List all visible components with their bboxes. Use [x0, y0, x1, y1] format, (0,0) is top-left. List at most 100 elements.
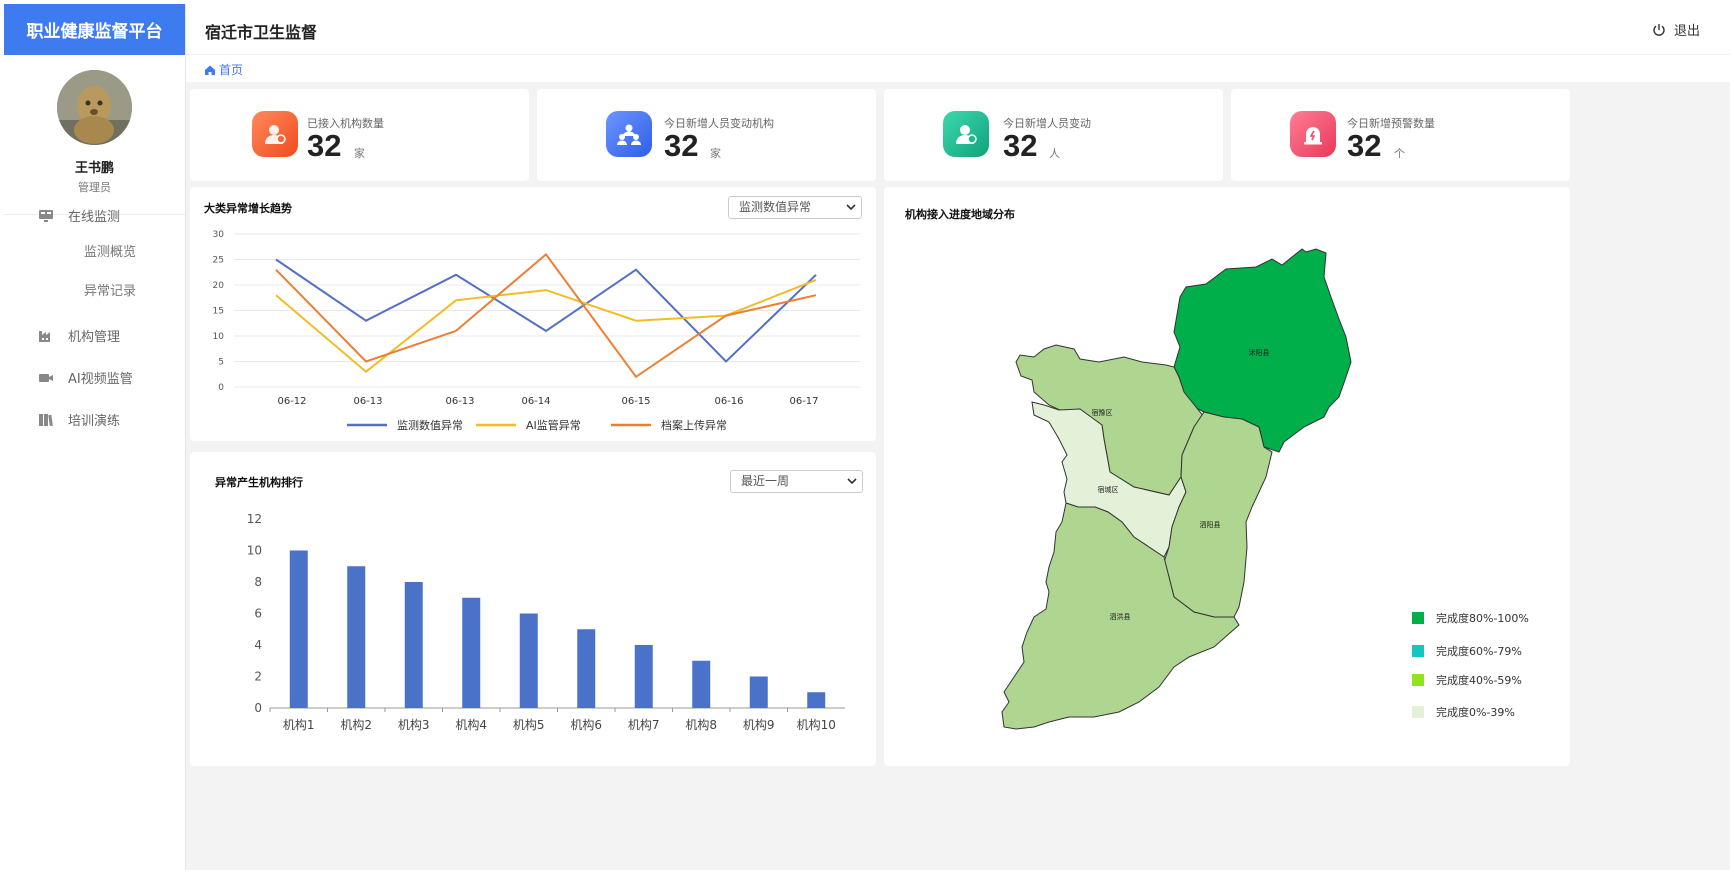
stat-label: 今日新增预警数量 — [1347, 117, 1435, 130]
bar — [807, 692, 826, 708]
legend-label: 档案上传异常 — [661, 418, 727, 432]
stat-value: 32 — [664, 128, 699, 163]
y-tick-label: 12 — [247, 512, 262, 526]
legend-label: 完成度80%-100% — [1436, 612, 1529, 625]
monitor-icon — [39, 209, 53, 222]
brand-title: 职业健康监督平台 — [4, 4, 185, 55]
home-icon — [205, 65, 215, 75]
logout-button[interactable]: 退出 — [1652, 20, 1700, 39]
map-label: 宿豫区 — [1092, 408, 1113, 417]
y-tick-label: 2 — [254, 670, 262, 684]
menu-label: 培训演练 — [68, 414, 121, 429]
y-tick-label: 8 — [254, 575, 262, 589]
menu-item-online-monitor[interactable]: 在线监测 — [4, 204, 120, 227]
map-region-siyang[interactable] — [1163, 411, 1273, 618]
x-tick-label: 06-17 — [789, 396, 818, 407]
stat-unit: 个 — [1394, 147, 1405, 160]
bar — [519, 613, 538, 708]
menu-item-ai-video[interactable]: AI视频监管 — [4, 366, 133, 389]
map-legend-80-100[interactable]: 完成度80%-100% — [1412, 610, 1529, 626]
y-tick-label: 25 — [213, 256, 224, 266]
x-tick-label: 06-15 — [621, 396, 650, 407]
stat-label: 今日新增人员变动 — [1003, 117, 1091, 130]
trend-panel: 大类异常增长趋势 监测数值异常 0 5 10 15 20 25 30 06-12 06-13 06… — [190, 187, 876, 441]
map-region-sihong[interactable] — [1001, 502, 1240, 730]
avatar[interactable] — [57, 70, 132, 145]
bar — [404, 582, 423, 708]
x-tick-label: 机构2 — [340, 717, 372, 732]
y-tick-label: 10 — [247, 544, 262, 558]
map-legend-60-79[interactable]: 完成度60%-79% — [1412, 643, 1522, 659]
menu-label: 在线监测 — [68, 210, 121, 225]
legend-label: AI监管异常 — [526, 418, 581, 432]
trend-filter-select[interactable]: 监测数值异常 — [728, 196, 862, 219]
x-tick-label: 机构4 — [455, 717, 487, 732]
stat-card-warnings: 今日新增预警数量 32 个 — [1231, 89, 1570, 181]
breadcrumb-home[interactable]: 首页 — [204, 61, 243, 78]
x-tick-label: 机构9 — [743, 717, 775, 732]
bar — [634, 645, 653, 708]
y-tick-label: 0 — [254, 701, 262, 715]
stat-unit: 家 — [710, 147, 721, 160]
ranking-filter-select[interactable]: 最近一周 — [730, 470, 863, 493]
x-tick-label: 机构10 — [797, 717, 836, 732]
y-tick-label: 15 — [213, 307, 224, 317]
x-tick-label: 06-13 — [445, 396, 474, 407]
menu-sub-abnormal-records[interactable]: 异常记录 — [84, 284, 137, 299]
y-tick-label: 4 — [254, 638, 262, 652]
x-tick-label: 机构6 — [570, 717, 602, 732]
y-tick-label: 20 — [213, 281, 225, 291]
map-legend-40-59[interactable]: 完成度40%-59% — [1412, 672, 1522, 688]
org-user-icon — [252, 111, 298, 157]
user-profile: 王书鹏 管理员 — [4, 55, 185, 215]
y-tick-label: 10 — [213, 332, 225, 342]
map-label: 宿城区 — [1098, 485, 1119, 494]
alarm-icon — [1290, 111, 1336, 157]
ranking-title: 异常产生机构排行 — [215, 476, 303, 489]
stat-value: 32 — [1347, 128, 1382, 163]
menu-item-training[interactable]: 培训演练 — [4, 408, 120, 431]
legend-label: 完成度60%-79% — [1436, 645, 1522, 658]
x-tick-label: 机构7 — [628, 717, 660, 732]
legend-swatch — [1412, 706, 1424, 718]
stat-card-changed-orgs: 今日新增人员变动机构 32 家 — [537, 89, 876, 181]
y-tick-label: 30 — [213, 230, 225, 240]
menu-item-org-management[interactable]: 机构管理 — [4, 324, 120, 347]
bar — [577, 629, 596, 708]
trend-filter-value: 监测数值异常 — [739, 200, 812, 214]
ranking-filter-value: 最近一周 — [741, 474, 790, 488]
x-tick-label: 机构1 — [283, 717, 315, 732]
x-tick-label: 机构8 — [685, 717, 717, 732]
legend-label: 完成度0%-39% — [1436, 706, 1515, 719]
menu-label: AI视频监管 — [68, 372, 133, 387]
stat-value: 32 — [1003, 128, 1038, 163]
logout-label: 退出 — [1673, 24, 1700, 39]
bar — [749, 676, 768, 708]
chevron-down-icon — [846, 204, 856, 211]
x-tick-label: 06-16 — [714, 396, 743, 407]
x-tick-label: 机构5 — [513, 717, 545, 732]
bar — [692, 660, 711, 708]
factory-icon — [39, 330, 50, 342]
legend-swatch — [1412, 612, 1424, 624]
x-tick-label: 机构3 — [398, 717, 430, 732]
sidebar: 职业健康监督平台 王书鹏 管理员 在线监测 监测概览 — [4, 4, 186, 870]
stat-unit: 人 — [1049, 147, 1060, 160]
legend-swatch — [1412, 645, 1424, 657]
legend-label: 完成度40%-59% — [1436, 674, 1522, 687]
x-tick-label: 06-14 — [521, 396, 550, 407]
stat-value: 32 — [307, 128, 342, 163]
x-tick-label: 06-12 — [277, 396, 306, 407]
map-legend-0-39[interactable]: 完成度0%-39% — [1412, 704, 1515, 720]
book-icon — [39, 413, 53, 426]
ranking-panel: 异常产生机构排行 最近一周 0 2 4 6 8 10 12 机构1 机构2 机构3 机构4 机构5 机构… — [190, 452, 876, 766]
menu-sub-overview[interactable]: 监测概览 — [84, 245, 137, 260]
stat-label: 今日新增人员变动机构 — [664, 117, 774, 130]
menu-label: 机构管理 — [68, 330, 121, 345]
breadcrumb-home-label: 首页 — [219, 63, 244, 77]
trend-chart: 0 5 10 15 20 25 30 06-12 06-13 06-13 06-14 06-15 06-… — [213, 230, 860, 432]
breadcrumb: 首页 — [186, 55, 1730, 82]
top-header: 宿迁市卫生监督 退出 — [186, 4, 1730, 55]
x-tick-label: 06-13 — [353, 396, 382, 407]
y-tick-label: 6 — [254, 607, 262, 621]
